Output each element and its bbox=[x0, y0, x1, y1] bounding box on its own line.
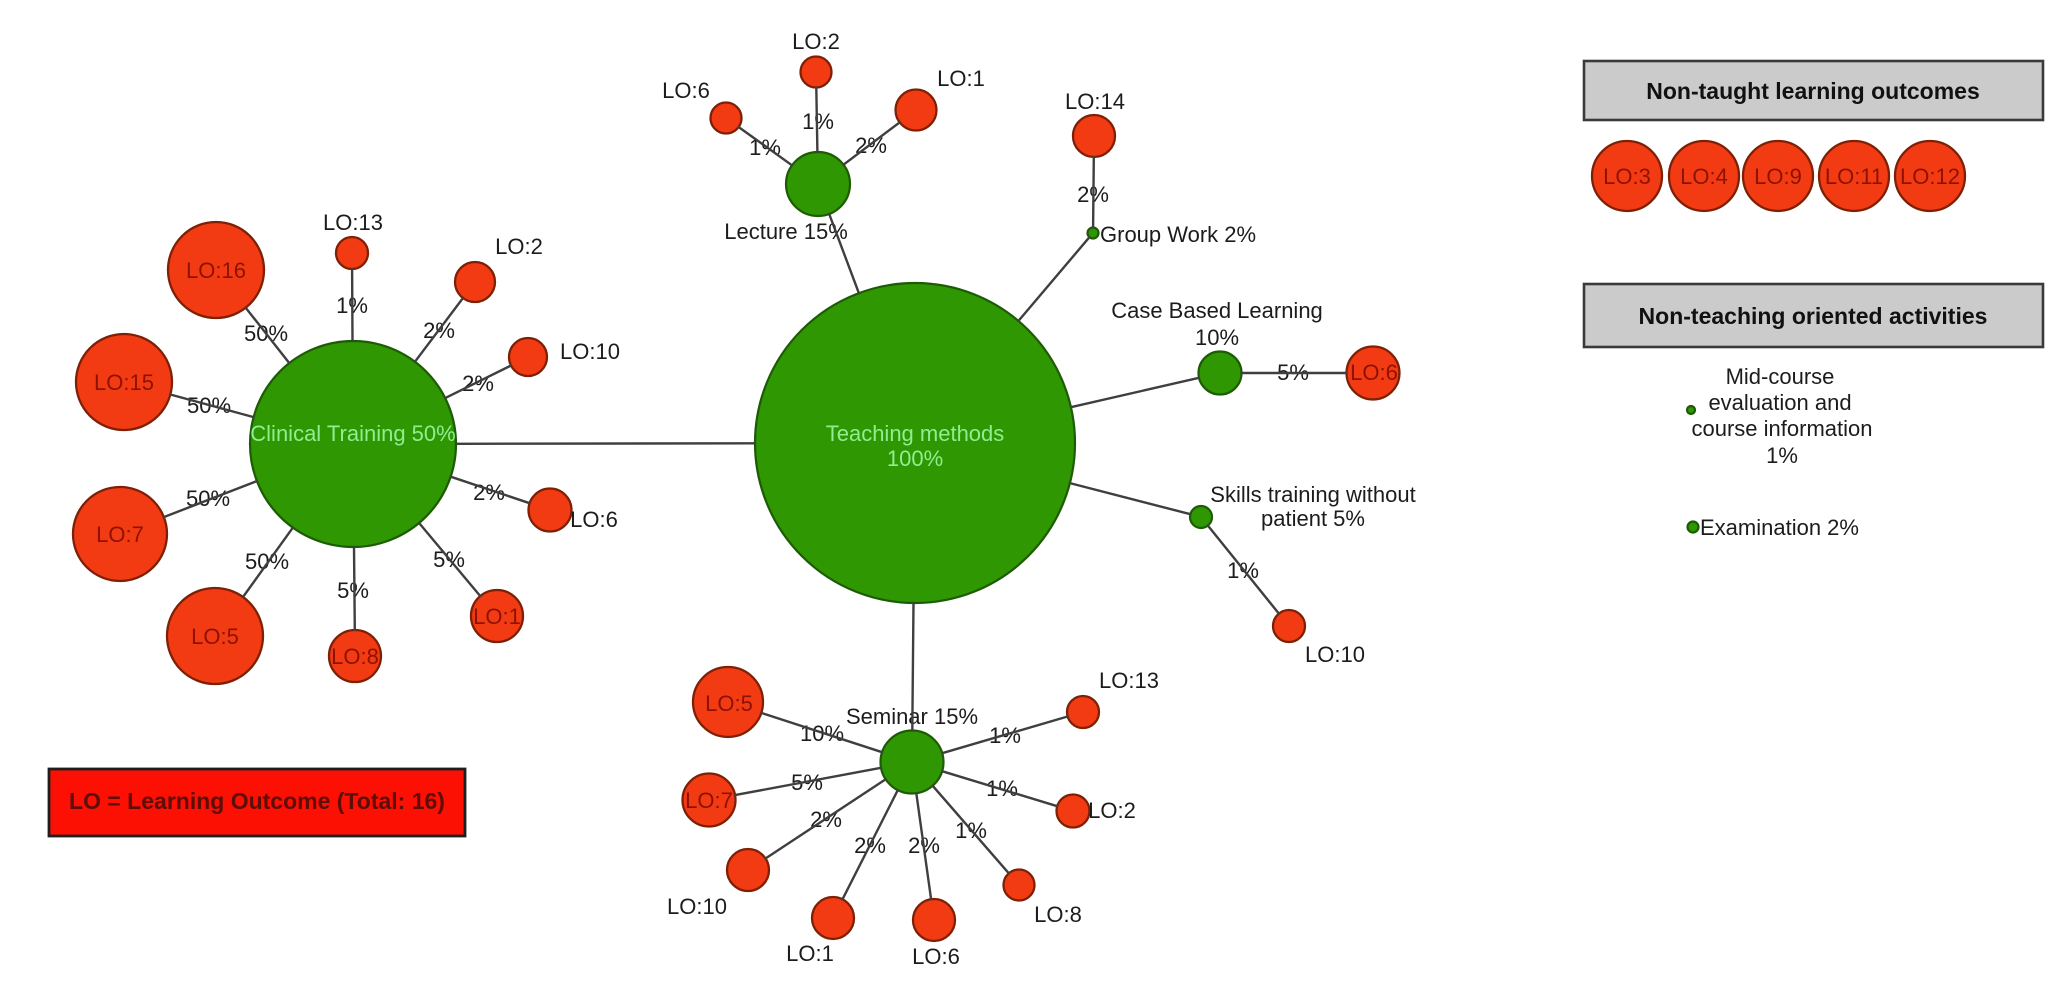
svg-text:LO:16: LO:16 bbox=[186, 258, 246, 283]
svg-text:LO:5: LO:5 bbox=[705, 691, 753, 716]
svg-text:Skills training without: Skills training without bbox=[1210, 482, 1415, 507]
svg-text:LO:4: LO:4 bbox=[1680, 164, 1728, 189]
svg-text:Lecture 15%: Lecture 15% bbox=[724, 219, 848, 244]
svg-text:LO:2: LO:2 bbox=[1088, 798, 1136, 823]
svg-text:LO = Learning Outcome (Total:: LO = Learning Outcome (Total: 16) bbox=[69, 788, 445, 814]
svg-text:LO:6: LO:6 bbox=[662, 78, 710, 103]
svg-text:Mid-course: Mid-course bbox=[1726, 364, 1835, 389]
svg-text:Clinical Training 50%: Clinical Training 50% bbox=[250, 421, 455, 446]
svg-text:100%: 100% bbox=[887, 446, 943, 471]
svg-text:Non-teaching oriented activiti: Non-teaching oriented activities bbox=[1639, 303, 1988, 329]
svg-text:LO:7: LO:7 bbox=[685, 788, 733, 813]
svg-text:5%: 5% bbox=[337, 578, 369, 603]
svg-text:LO:6: LO:6 bbox=[912, 944, 960, 969]
svg-text:LO:5: LO:5 bbox=[191, 624, 239, 649]
svg-text:LO:2: LO:2 bbox=[495, 234, 543, 259]
svg-text:Case Based Learning: Case Based Learning bbox=[1111, 298, 1323, 323]
svg-text:LO:10: LO:10 bbox=[667, 894, 727, 919]
svg-text:LO:13: LO:13 bbox=[1099, 668, 1159, 693]
svg-text:LO:1: LO:1 bbox=[937, 66, 985, 91]
svg-text:evaluation and: evaluation and bbox=[1708, 390, 1851, 415]
svg-text:Group Work 2%: Group Work 2% bbox=[1100, 222, 1256, 247]
svg-text:LO:7: LO:7 bbox=[96, 522, 144, 547]
svg-text:1%: 1% bbox=[1766, 443, 1798, 468]
svg-text:LO:8: LO:8 bbox=[1034, 902, 1082, 927]
svg-text:50%: 50% bbox=[245, 549, 289, 574]
svg-text:LO:1: LO:1 bbox=[473, 604, 521, 629]
svg-text:LO:15: LO:15 bbox=[94, 370, 154, 395]
svg-text:LO:13: LO:13 bbox=[323, 210, 383, 235]
svg-text:LO:10: LO:10 bbox=[560, 339, 620, 364]
svg-text:LO:11: LO:11 bbox=[1825, 164, 1883, 189]
svg-text:LO:6: LO:6 bbox=[570, 507, 618, 532]
svg-text:10%: 10% bbox=[1195, 325, 1239, 350]
svg-text:LO:1: LO:1 bbox=[786, 941, 834, 966]
svg-text:LO:6: LO:6 bbox=[1350, 360, 1398, 385]
svg-text:LO:10: LO:10 bbox=[1305, 642, 1365, 667]
svg-text:LO:3: LO:3 bbox=[1603, 164, 1651, 189]
svg-text:LO:14: LO:14 bbox=[1065, 89, 1125, 114]
svg-text:patient 5%: patient 5% bbox=[1261, 506, 1365, 531]
svg-text:course information: course information bbox=[1692, 416, 1873, 441]
svg-text:LO:9: LO:9 bbox=[1754, 164, 1802, 189]
svg-text:Examination 2%: Examination 2% bbox=[1700, 515, 1859, 540]
svg-text:LO:8: LO:8 bbox=[331, 644, 379, 669]
svg-text:LO:2: LO:2 bbox=[792, 29, 840, 54]
svg-text:Teaching methods: Teaching methods bbox=[826, 421, 1005, 446]
svg-text:LO:12: LO:12 bbox=[1900, 164, 1960, 189]
svg-text:2%: 2% bbox=[462, 371, 494, 396]
svg-text:Non-taught learning outcomes: Non-taught learning outcomes bbox=[1646, 78, 1980, 104]
